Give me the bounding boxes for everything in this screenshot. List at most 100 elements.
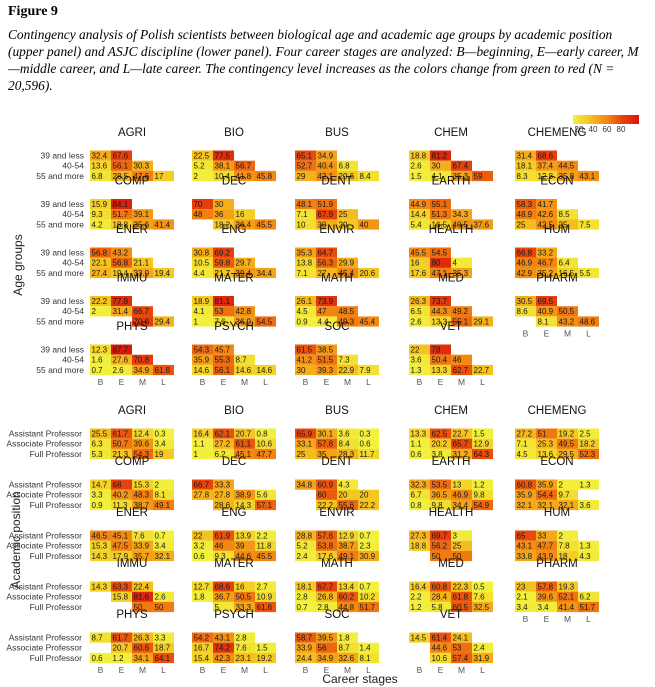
panel-title: MED [438, 273, 464, 285]
cell-value-label: 46.9 [517, 259, 533, 268]
cell-value-label: 15.3 [134, 481, 150, 490]
heatmap-cell [295, 540, 316, 551]
cell-value-label: 49.5 [559, 440, 575, 449]
panel-mater: MATER 18.9 81.1 4.1 53 42.8 1 7.6 36.9 54.5 [192, 273, 276, 327]
cell-value-label: 33.9 [134, 542, 150, 551]
cell-value-label: 39.6 [538, 593, 554, 602]
cell-value-label: 44.9 [411, 200, 427, 209]
cell-value-label: 44.6 [236, 552, 252, 561]
cell-value-label: 15.9 [92, 200, 108, 209]
heatmap-cell [515, 257, 536, 268]
cell-value-label: 41.4 [559, 603, 575, 612]
cell-value-label: 12.3 [92, 346, 108, 355]
panel-title: CHEM [434, 127, 468, 139]
heatmap-cell [153, 267, 174, 279]
heatmap-cell [316, 581, 337, 592]
cell-value-label: 0.7 [155, 532, 167, 541]
heatmap-cell [451, 632, 472, 643]
panel-vet: VET 22 78 3.6 50.4 46 1.3 13.3 62.7 22.7 B E M L [409, 321, 493, 387]
cell-value-label: 55.6 [339, 501, 355, 510]
cell-value-label: 14.4 [411, 210, 427, 219]
cell-value-label: 7.5 [580, 220, 592, 229]
cell-value-label: 59.8 [215, 259, 231, 268]
heatmap-cell [337, 499, 358, 511]
row-label: Full Professor [30, 602, 83, 612]
cell-value-label: 81.2 [432, 152, 448, 161]
cell-value-label: 28.8 [297, 532, 313, 541]
cell-value-label: 67.9 [318, 210, 334, 219]
heatmap-cell [557, 170, 578, 182]
cell-value-label: 47.7 [257, 450, 273, 459]
cell-value-label: 51.7 [360, 603, 376, 612]
heatmap-cell [234, 267, 255, 279]
heatmap-cell [316, 489, 337, 500]
panel-title: MED [438, 558, 464, 570]
heatmap-cell [515, 247, 536, 258]
cell-value-label: 41.7 [538, 200, 554, 209]
heatmap-cell [409, 591, 430, 602]
heatmap-cell [578, 438, 599, 449]
heatmap-cell [515, 591, 536, 602]
heatmap-cell [358, 170, 379, 182]
cell-value-label: 29.9 [339, 259, 355, 268]
heatmap-cell [409, 489, 430, 500]
heatmap-cell [515, 296, 536, 307]
heatmap-cell [111, 170, 132, 182]
heatmap-cell [192, 296, 213, 307]
heatmap-cell [409, 247, 430, 258]
cell-value-label: 40.9 [538, 307, 554, 316]
cell-value-label: 25 [559, 220, 568, 229]
cell-value-label: 5.3 [92, 450, 104, 459]
heatmap-cell [451, 530, 472, 541]
cell-value-label: 81.1 [215, 297, 231, 306]
heatmap-cell [536, 306, 557, 317]
cell-value-label: 59 [474, 172, 483, 181]
heatmap-cell [153, 550, 174, 562]
heatmap-cell [316, 150, 337, 161]
cell-value-label: 43.1 [517, 542, 533, 551]
cell-value-label: 11.3 [113, 501, 129, 510]
cell-value-label: 16 [236, 210, 245, 219]
row-label: Full Professor [30, 551, 83, 561]
cell-value-label: 41.4 [155, 220, 171, 229]
heatmap-cell [536, 199, 557, 210]
cell-value-label: 0.3 [155, 430, 167, 439]
cell-value-label: 2.4 [297, 552, 309, 561]
heatmap-cell [295, 581, 316, 592]
heatmap-cell [255, 448, 276, 460]
cell-value-label: 7.6 [474, 593, 486, 602]
heatmap-cell [295, 306, 316, 317]
cell-value-label: 10.2 [360, 593, 376, 602]
cell-value-label: 33.1 [297, 440, 313, 449]
heatmap-cell [451, 428, 472, 439]
heatmap-cell [515, 438, 536, 449]
heatmap-cell [234, 257, 255, 268]
cell-value-label: 44.3 [432, 307, 448, 316]
cell-value-label: 35.9 [194, 356, 210, 365]
heatmap-cell [515, 489, 536, 500]
cell-value-label: 52.7 [297, 162, 313, 171]
column-tick-label: M [458, 377, 465, 387]
column-tick-label: L [161, 377, 166, 387]
heatmap-cell [295, 160, 316, 171]
cell-value-label: 29.5 [559, 450, 575, 459]
heatmap-cell [430, 550, 451, 562]
heatmap-cell [213, 364, 234, 376]
heatmap-cell [90, 306, 111, 317]
cell-value-label: 3.8 [432, 450, 444, 459]
cell-value-label: 13.8 [297, 259, 313, 268]
legend-tick-label: 60 [603, 125, 612, 134]
heatmap-cell [409, 267, 430, 279]
cell-value-label: 35.9 [517, 491, 533, 500]
heatmap-cell [536, 150, 557, 161]
panel-title: SOC [325, 609, 350, 621]
cell-value-label: 20 [339, 491, 348, 500]
row-label: Associate Professor [6, 643, 82, 653]
heatmap-cell [213, 632, 234, 643]
column-tick-label: E [221, 377, 227, 387]
cell-value-label: 32.1 [155, 552, 171, 561]
heatmap-cell [451, 160, 472, 171]
cell-value-label: 6.8 [92, 172, 104, 181]
